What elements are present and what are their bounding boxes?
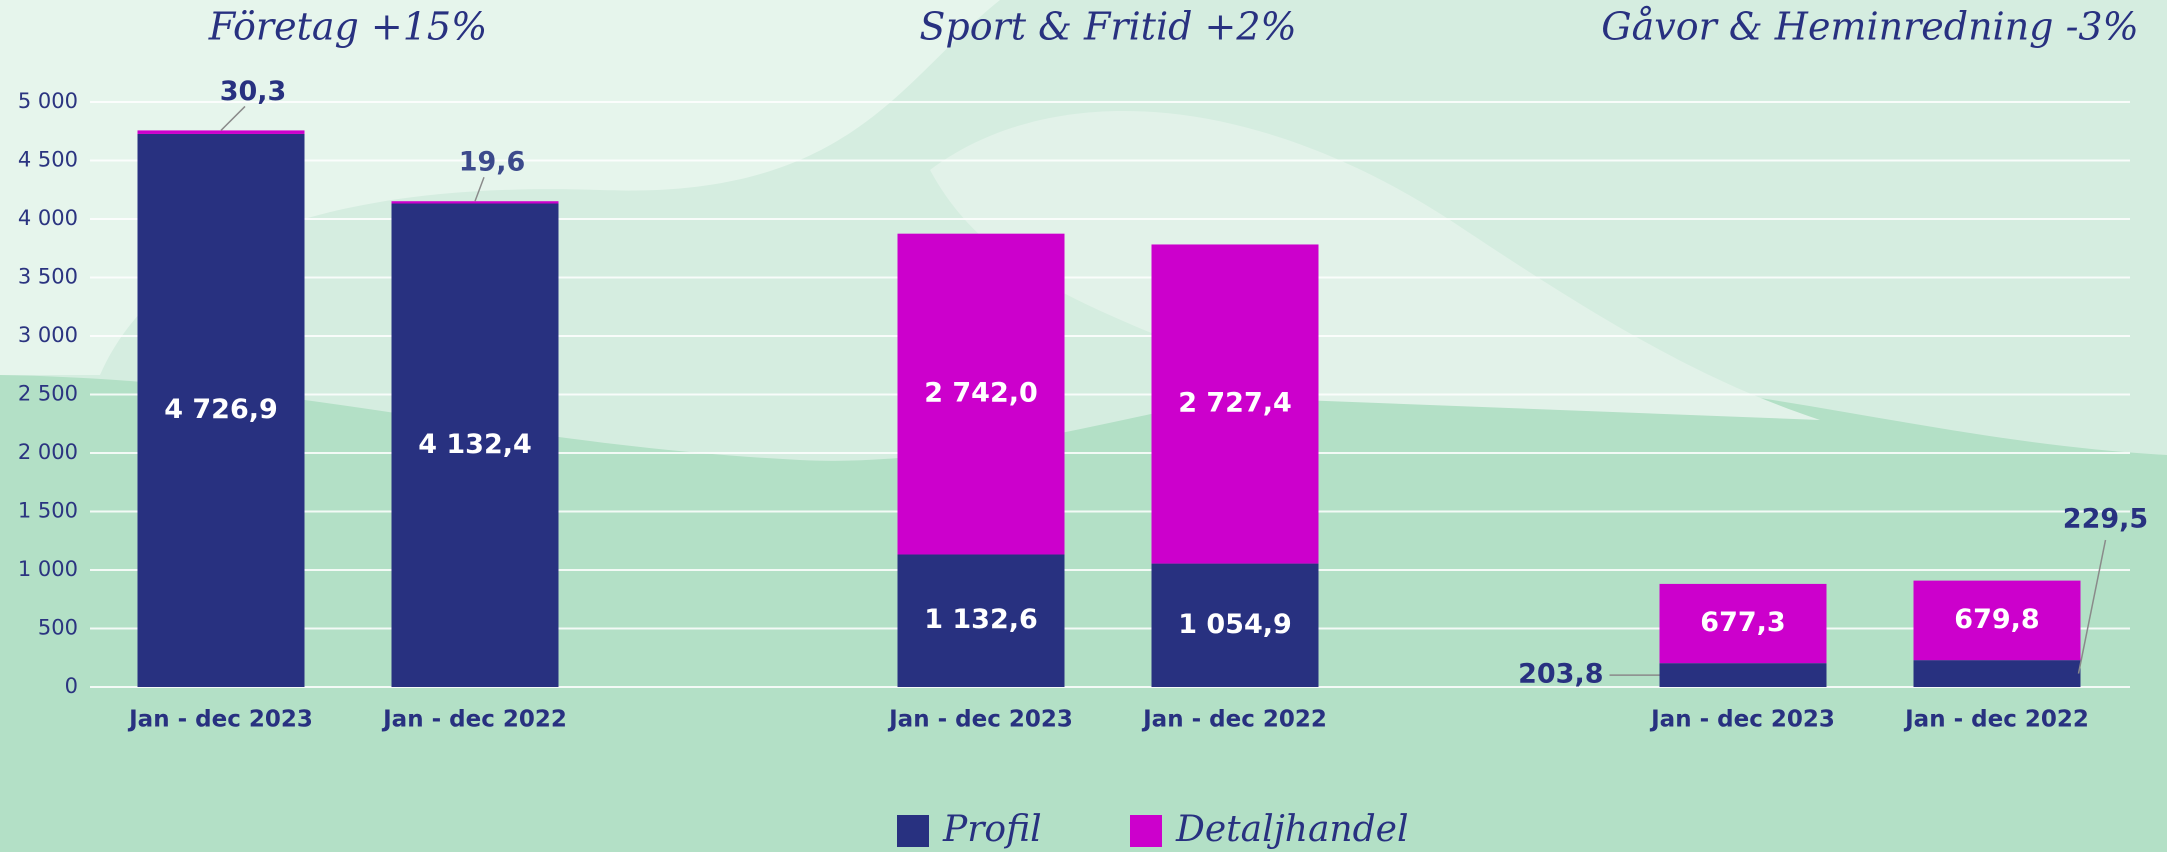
x-tick-label: Jan - dec 2023 (887, 707, 1073, 733)
legend-label: Detaljhandel (1175, 809, 1408, 850)
bar-segment (897, 554, 1065, 687)
group-title: Företag +15% (208, 5, 487, 49)
x-tick-label: Jan - dec 2023 (1649, 707, 1835, 733)
data-label: 4 726,9 (164, 394, 278, 425)
y-tick-label: 4 000 (18, 206, 78, 230)
x-tick-label: Jan - dec 2022 (381, 707, 567, 733)
y-tick-label: 3 500 (18, 265, 78, 289)
group-title: Sport & Fritid +2% (919, 5, 1296, 49)
background-shape (930, 110, 1820, 421)
data-label: 4 132,4 (418, 429, 532, 460)
y-tick-label: 5 000 (18, 89, 78, 113)
y-tick-label: 1 000 (18, 557, 78, 581)
data-label: 229,5 (2063, 504, 2148, 535)
legend-label: Profil (942, 809, 1042, 850)
leader-line (2077, 539, 2107, 674)
data-label: 19,6 (459, 147, 526, 178)
y-tick-label: 4 500 (18, 148, 78, 172)
bar-segment (1913, 660, 2081, 687)
x-tick-label: Jan - dec 2022 (1141, 707, 1327, 733)
data-label: 1 132,6 (924, 604, 1038, 635)
bar-segment (137, 130, 305, 134)
bar-segment (1659, 663, 1827, 687)
data-label: 677,3 (1700, 607, 1785, 638)
bar-segment (391, 201, 559, 204)
y-tick-label: 2 000 (18, 440, 78, 464)
background-shape (0, 0, 1000, 375)
legend-swatch (897, 815, 929, 847)
x-tick-label: Jan - dec 2022 (1903, 707, 2089, 733)
data-label: 1 054,9 (1178, 609, 1292, 640)
legend-swatch (1130, 815, 1162, 847)
data-label: 679,8 (1954, 604, 2039, 635)
data-label: 2 727,4 (1178, 388, 1292, 419)
bar-segment (391, 203, 559, 687)
bar-segment (1913, 580, 2081, 661)
bar-segment (137, 133, 305, 687)
data-label: 2 742,0 (924, 378, 1038, 409)
bar-segment (1151, 563, 1319, 687)
y-tick-label: 3 000 (18, 323, 78, 347)
leader-line (474, 176, 485, 202)
x-tick-label: Jan - dec 2023 (127, 707, 313, 733)
data-label: 203,8 (1518, 659, 1603, 690)
y-tick-label: 0 (65, 674, 78, 698)
y-tick-label: 2 500 (18, 382, 78, 406)
leader-line (220, 105, 246, 131)
y-tick-label: 500 (38, 616, 78, 640)
bar-segment (897, 233, 1065, 555)
bar-segment (1659, 583, 1827, 664)
y-tick-label: 1 500 (18, 499, 78, 523)
bar-segment (1151, 244, 1319, 564)
data-label: 30,3 (220, 76, 287, 107)
group-title: Gåvor & Heminredning -3% (1601, 5, 2138, 49)
